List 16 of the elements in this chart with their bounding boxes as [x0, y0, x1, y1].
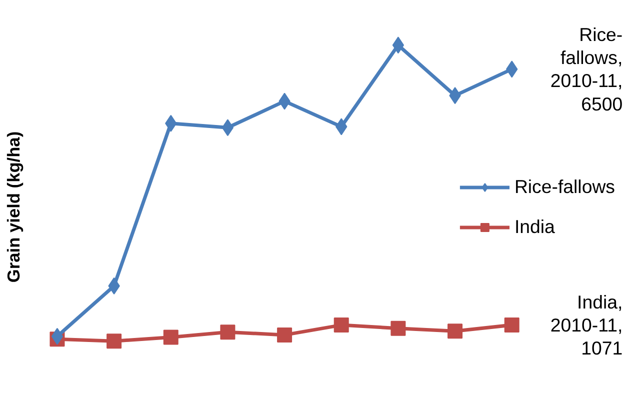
point: [334, 318, 349, 333]
point: [222, 119, 234, 136]
point: [220, 324, 236, 340]
legend-label: India: [514, 216, 555, 238]
data-label: Rice-fallows, 2010-11, 6500: [550, 24, 623, 114]
point: [504, 318, 520, 332]
point: [277, 327, 292, 342]
y-axis-title: Grain yield (kg/ha): [4, 131, 24, 283]
legend-label: Rice-fallows: [514, 176, 615, 198]
data-label: India, 2010-11, 1071: [550, 291, 623, 359]
point: [390, 320, 406, 336]
point: [51, 328, 64, 345]
point: [163, 330, 178, 345]
point: [106, 334, 122, 349]
point: [392, 36, 404, 54]
point: [448, 324, 463, 339]
